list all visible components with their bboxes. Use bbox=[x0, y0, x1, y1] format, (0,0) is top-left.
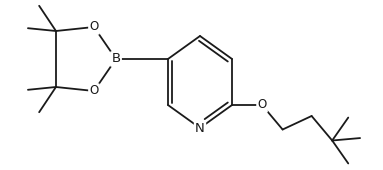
Text: N: N bbox=[195, 122, 205, 134]
Text: B: B bbox=[111, 53, 121, 65]
Text: O: O bbox=[257, 98, 267, 112]
Text: O: O bbox=[89, 84, 98, 98]
Text: O: O bbox=[89, 21, 98, 33]
